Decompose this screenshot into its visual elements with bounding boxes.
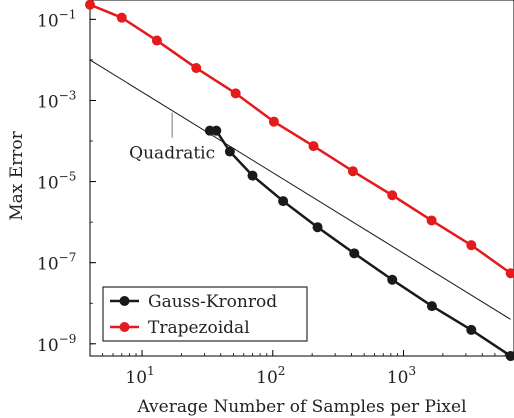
series-trapezoidal	[85, 0, 514, 279]
y-tick-label: 10−9	[37, 332, 76, 356]
data-point-trapezoidal	[308, 141, 319, 152]
data-point-gauss-kronrod	[211, 125, 222, 136]
y-tick-label: 10−1	[37, 7, 76, 31]
data-point-trapezoidal	[116, 12, 127, 23]
data-point-trapezoidal	[347, 166, 358, 177]
data-point-trapezoidal	[466, 240, 477, 251]
y-tick-label: 10−3	[37, 88, 76, 112]
y-axis-ticks: 10−1 10−3 10−5 10−7 10−9	[37, 7, 96, 356]
x-tick-label: 102	[256, 364, 285, 388]
data-point-gauss-kronrod	[349, 248, 360, 259]
data-point-trapezoidal	[268, 116, 279, 127]
series-gauss-kronrod	[204, 125, 514, 361]
quadratic-label: Quadratic	[129, 144, 215, 164]
data-point-gauss-kronrod	[247, 170, 258, 181]
legend-box	[102, 286, 308, 342]
data-point-gauss-kronrod	[278, 196, 289, 207]
x-tick-label: 103	[387, 364, 416, 388]
y-tick-label: 10−7	[37, 251, 76, 275]
data-point-gauss-kronrod	[466, 324, 477, 335]
data-point-gauss-kronrod	[387, 274, 398, 285]
plot-frame	[89, 0, 514, 357]
quadratic-reference-line	[89, 59, 511, 320]
data-point-trapezoidal	[151, 35, 162, 46]
y-tick-label: 10−5	[37, 170, 76, 194]
quadratic-reference: Quadratic	[89, 59, 511, 320]
x-axis-ticks: 101 102 103	[89, 350, 514, 388]
legend-label-trapezoidal: Trapezoidal	[148, 318, 250, 338]
data-point-trapezoidal	[191, 63, 202, 74]
data-point-trapezoidal	[387, 190, 398, 201]
data-point-gauss-kronrod	[224, 146, 235, 157]
x-axis-title: Average Number of Samples per Pixel	[136, 397, 466, 417]
series-layer	[85, 0, 514, 361]
data-point-trapezoidal	[230, 88, 241, 99]
legend-marker-trapezoidal	[119, 322, 130, 332]
legend-marker-gauss-kronrod	[119, 296, 130, 306]
data-point-trapezoidal	[505, 268, 514, 279]
x-tick-label: 101	[125, 364, 154, 388]
data-point-trapezoidal	[85, 0, 95, 10]
data-point-gauss-kronrod	[505, 351, 514, 361]
y-axis-title: Max Error	[7, 130, 27, 220]
legend: Gauss-Kronrod Trapezoidal	[102, 286, 308, 342]
series-line-trapezoidal	[89, 3, 512, 275]
data-point-trapezoidal	[426, 215, 437, 226]
data-point-gauss-kronrod	[426, 301, 437, 312]
data-point-gauss-kronrod	[312, 222, 323, 233]
legend-label-gauss-kronrod: Gauss-Kronrod	[148, 292, 277, 312]
